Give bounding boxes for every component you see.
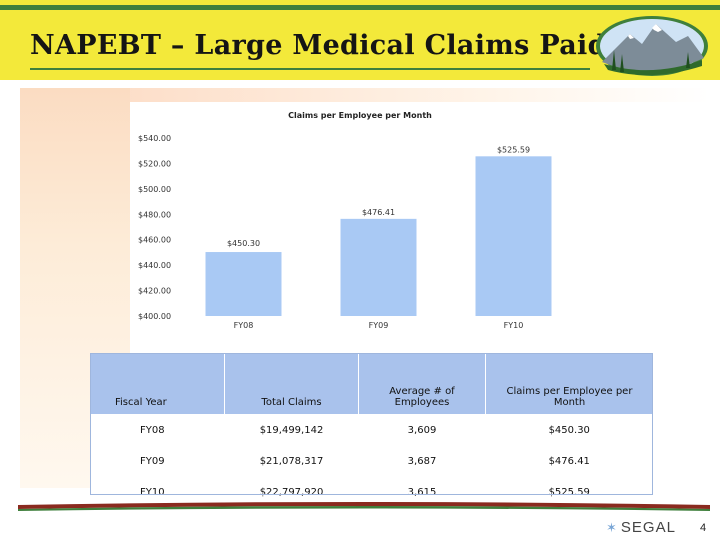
y-tick-label: $440.00 — [138, 261, 171, 270]
y-tick-label: $500.00 — [138, 185, 171, 194]
claims-table-container: Fiscal Year Total Claims Average # of Em… — [90, 353, 653, 507]
data-label: $450.30 — [227, 239, 260, 248]
mountain-logo-icon — [596, 16, 708, 76]
table-cell: FY10 — [90, 476, 225, 507]
chart-area: Claims per Employee per Month $400.00 $42… — [130, 103, 590, 335]
table-row: FY09 $21,078,317 3,687 $476.41 — [90, 445, 653, 477]
x-tick-label: FY08 — [234, 321, 254, 330]
table-cell: FY09 — [90, 445, 225, 477]
page-number: 4 — [700, 522, 707, 534]
table-cell: $22,797,920 — [224, 476, 359, 507]
table-cell: $525.59 — [485, 476, 653, 507]
title-accent-bar — [0, 5, 720, 10]
title-underline — [30, 68, 590, 70]
table-cell: $21,078,317 — [224, 445, 359, 477]
y-tick-label: $420.00 — [138, 287, 171, 296]
column-header-fiscal-year: Fiscal Year — [90, 353, 225, 415]
decorative-band-top — [20, 88, 710, 102]
data-label: $476.41 — [362, 208, 395, 217]
x-tick-label: FY10 — [504, 321, 524, 330]
segal-logo: ✶ SEGAL — [606, 519, 676, 536]
column-header-claims-per-employee: Claims per Employee per Month — [485, 353, 653, 415]
bar-chart: Claims per Employee per Month $400.00 $42… — [138, 111, 552, 330]
column-header-average-employees: Average # of Employees — [358, 353, 486, 415]
claims-table: Fiscal Year Total Claims Average # of Em… — [90, 353, 653, 507]
slide-title: NAPEBT – Large Medical Claims Paid — [30, 30, 607, 61]
y-tick-label: $540.00 — [138, 134, 171, 143]
table-cell: $450.30 — [485, 414, 653, 446]
y-tick-label: $460.00 — [138, 236, 171, 245]
bar — [475, 156, 552, 316]
table-cell: 3,609 — [358, 414, 486, 446]
decorative-bottom-rule — [18, 502, 710, 511]
y-tick-label: $520.00 — [138, 159, 171, 168]
y-tick-label: $480.00 — [138, 210, 171, 219]
bar — [205, 252, 282, 316]
x-tick-label: FY09 — [369, 321, 389, 330]
table-cell: $19,499,142 — [224, 414, 359, 446]
segal-logo-text: SEGAL — [620, 519, 676, 536]
column-header-total-claims: Total Claims — [224, 353, 359, 415]
table-cell: $476.41 — [485, 445, 653, 477]
star-icon: ✶ — [606, 520, 618, 535]
table-cell: FY08 — [90, 414, 225, 446]
chart-title: Claims per Employee per Month — [288, 111, 432, 120]
table-cell: 3,687 — [358, 445, 486, 477]
data-label: $525.59 — [497, 145, 530, 154]
table-header-row: Fiscal Year Total Claims Average # of Em… — [90, 353, 653, 415]
table-row: FY08 $19,499,142 3,609 $450.30 — [90, 414, 653, 446]
bar — [340, 218, 417, 316]
table-row: FY10 $22,797,920 3,615 $525.59 — [90, 476, 653, 507]
table-cell: 3,615 — [358, 476, 486, 507]
y-tick-label: $400.00 — [138, 312, 171, 321]
